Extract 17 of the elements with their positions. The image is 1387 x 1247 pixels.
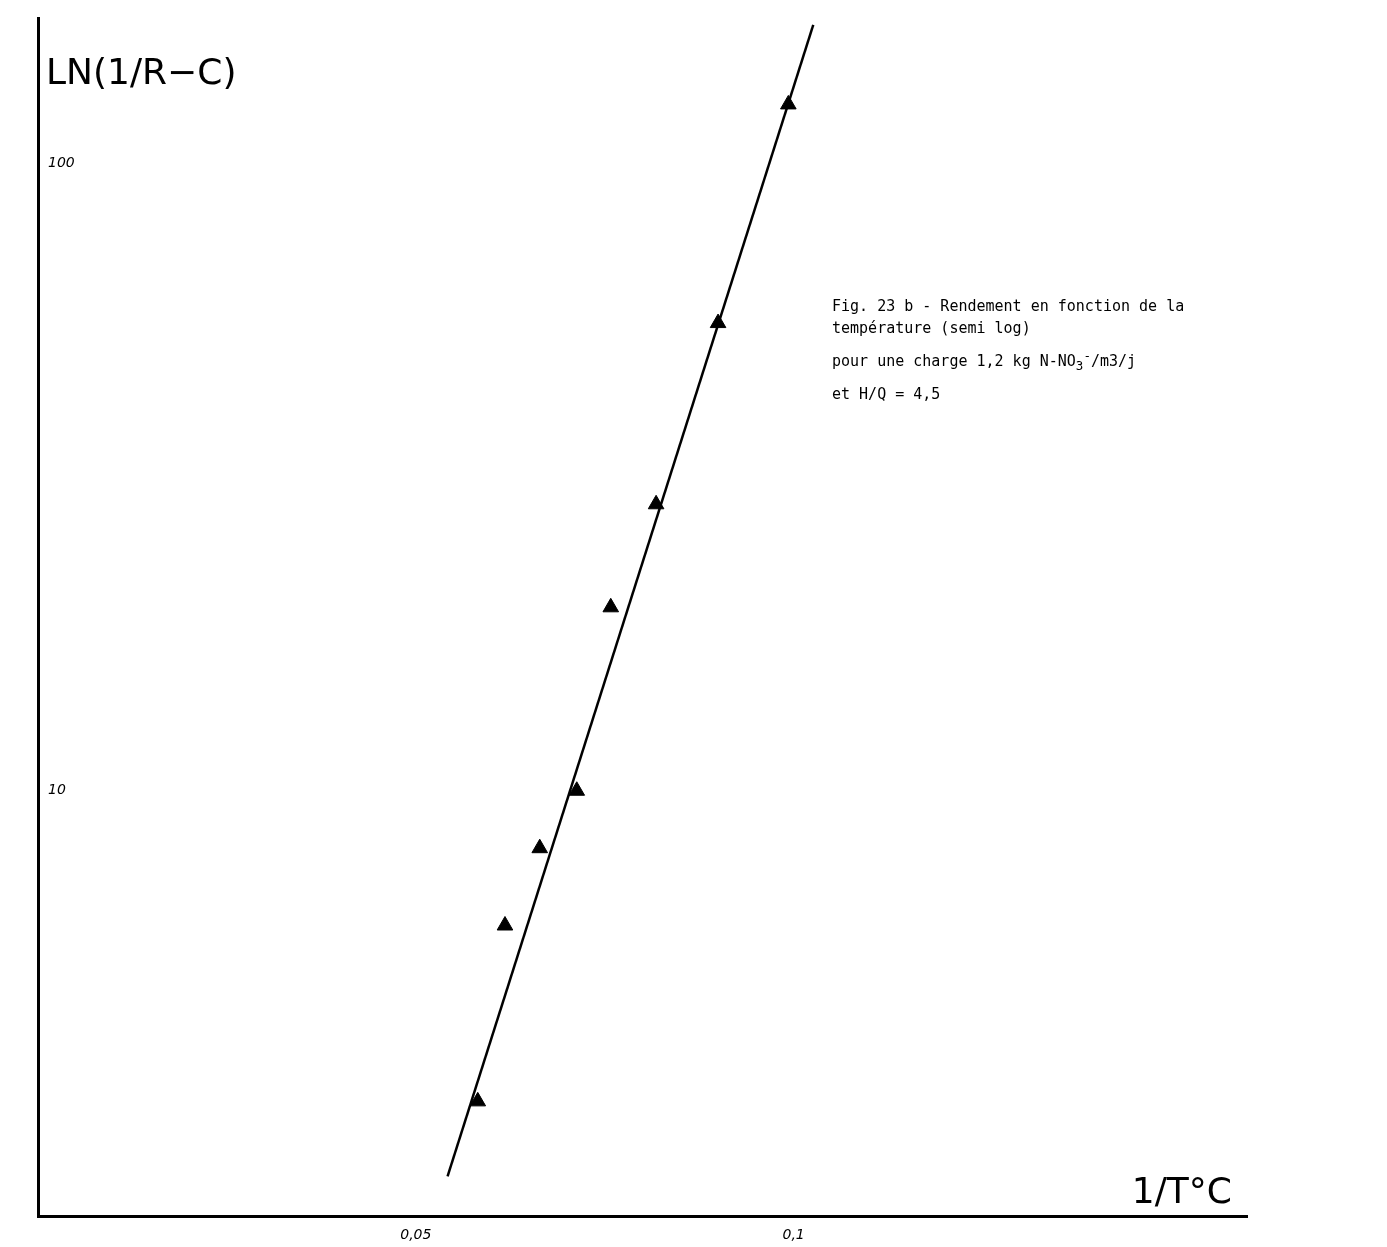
- point: [469, 1091, 487, 1107]
- x-tick-label: 0,1: [782, 1226, 805, 1243]
- x-axis-title: 1/T°C: [1131, 1169, 1232, 1211]
- annotation: Fig. 23 b - Rendement en fonction de la température (semi log): [832, 296, 1186, 339]
- annotation: et H/Q = 4,5: [832, 384, 942, 405]
- point: [780, 94, 797, 110]
- x-tick-label: 0,05: [400, 1226, 432, 1243]
- y-tick-label: 100: [48, 153, 75, 170]
- annotation: pour une charge 1,2 kg N-NO$_{3}$$^{-}$/m3/j: [832, 347, 1138, 375]
- point: [568, 781, 586, 796]
- point: [647, 494, 665, 510]
- y-axis-title: LN(1/R−C): [46, 51, 237, 93]
- point: [602, 597, 620, 613]
- point: [531, 838, 549, 854]
- point: [709, 313, 727, 329]
- y-tick-label: 10: [48, 781, 66, 798]
- point: [496, 916, 514, 931]
